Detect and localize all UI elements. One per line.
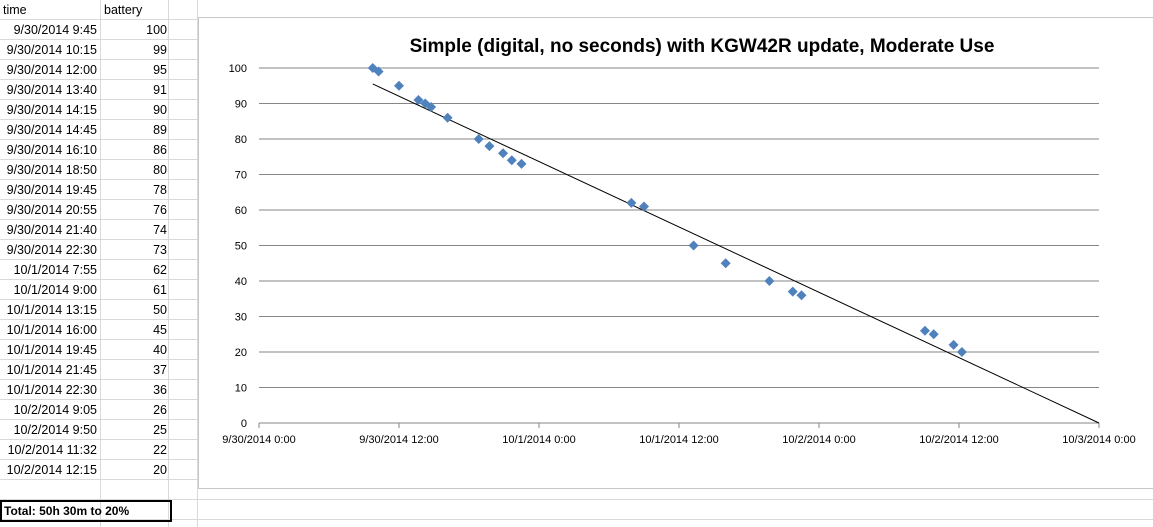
y-tick-label: 80 <box>235 134 247 146</box>
data-point <box>688 240 699 251</box>
cell-battery[interactable]: 76 <box>153 203 167 217</box>
total-cell[interactable]: Total: 50h 30m to 20% <box>0 500 172 522</box>
chart-title: Simple (digital, no seconds) with KGW42R… <box>410 36 995 57</box>
trendline <box>372 83 1100 424</box>
data-point <box>373 66 384 77</box>
cell-time[interactable]: 10/2/2014 12:15 <box>6 463 97 477</box>
data-point <box>626 197 637 208</box>
cell-battery[interactable]: 89 <box>153 123 167 137</box>
cell-time[interactable]: 9/30/2014 16:10 <box>6 143 97 157</box>
x-tick-label: 9/30/2014 0:00 <box>222 434 295 446</box>
data-point <box>948 339 959 350</box>
trendline-group <box>372 83 1100 424</box>
cell-battery[interactable]: 20 <box>153 463 167 477</box>
x-tick-label: 10/3/2014 0:00 <box>1062 434 1135 446</box>
x-tick-label: 9/30/2014 12:00 <box>359 434 439 446</box>
cell-battery[interactable]: 74 <box>153 223 167 237</box>
cell-battery[interactable]: 62 <box>153 263 167 277</box>
cell-battery[interactable]: 61 <box>153 283 167 297</box>
cell-battery[interactable]: 50 <box>153 303 167 317</box>
cell-time[interactable]: 10/1/2014 13:15 <box>6 303 97 317</box>
y-tick-label: 100 <box>229 63 247 75</box>
y-tick-labels: 0 10 20 30 40 50 60 70 80 90 100 <box>229 63 247 430</box>
y-tick-label: 40 <box>235 276 247 288</box>
cell-battery[interactable]: 45 <box>153 323 167 337</box>
cell-time[interactable]: 10/1/2014 19:45 <box>6 343 97 357</box>
cell-time[interactable]: 10/1/2014 22:30 <box>6 383 97 397</box>
x-tick-label: 10/2/2014 0:00 <box>782 434 855 446</box>
data-point <box>720 258 731 269</box>
data-point <box>787 286 798 297</box>
data-point <box>498 148 509 159</box>
cell-battery[interactable]: 73 <box>153 243 167 257</box>
cell-time[interactable]: 10/2/2014 11:32 <box>7 443 97 457</box>
cell-time[interactable]: 9/30/2014 21:40 <box>6 223 97 237</box>
cell-battery[interactable]: 26 <box>153 403 167 417</box>
y-tick-label: 10 <box>235 383 247 395</box>
cell-time[interactable]: 10/1/2014 21:45 <box>6 363 97 377</box>
y-tick-label: 0 <box>241 418 247 430</box>
data-point <box>484 141 495 152</box>
y-tick-label: 30 <box>235 312 247 324</box>
x-tick-label: 10/1/2014 0:00 <box>502 434 575 446</box>
data-point <box>639 201 649 212</box>
data-point <box>796 290 807 301</box>
cell-battery[interactable]: 37 <box>153 363 167 377</box>
header-battery[interactable]: battery <box>104 3 143 17</box>
cell-battery[interactable]: 91 <box>153 83 167 97</box>
cell-time[interactable]: 10/2/2014 9:05 <box>13 403 97 417</box>
cell-battery[interactable]: 78 <box>153 183 167 197</box>
cell-time[interactable]: 10/1/2014 9:00 <box>13 283 97 297</box>
cell-battery[interactable]: 80 <box>153 163 167 177</box>
cell-battery[interactable]: 22 <box>153 443 167 457</box>
cell-time[interactable]: 9/30/2014 13:40 <box>6 83 97 97</box>
cell-battery[interactable]: 40 <box>153 343 167 357</box>
cell-battery[interactable]: 36 <box>153 383 167 397</box>
data-point <box>956 347 967 357</box>
cell-time[interactable]: 9/30/2014 18:50 <box>6 163 97 177</box>
cell-time[interactable]: 9/30/2014 9:45 <box>13 23 97 37</box>
data-point <box>394 80 404 91</box>
data-point <box>506 155 517 166</box>
x-tick-label: 10/2/2014 12:00 <box>919 434 999 446</box>
y-tick-label: 50 <box>235 241 247 253</box>
x-tick-labels: 9/30/2014 0:00 9/30/2014 12:00 10/1/2014 0… <box>222 423 1136 446</box>
cell-time[interactable]: 9/30/2014 14:15 <box>6 103 97 117</box>
cell-time[interactable]: 9/30/2014 20:55 <box>6 203 97 217</box>
y-tick-label: 60 <box>235 205 247 217</box>
y-tick-label: 70 <box>235 170 247 182</box>
data-point <box>442 112 453 123</box>
cell-battery[interactable]: 86 <box>153 143 167 157</box>
scatter-chart: Simple (digital, no seconds) with KGW42R… <box>222 36 1136 446</box>
data-point <box>426 102 437 113</box>
cell-battery[interactable]: 95 <box>153 63 167 77</box>
cell-time[interactable]: 9/30/2014 14:45 <box>6 123 97 137</box>
data-point <box>473 134 484 144</box>
data-point <box>764 276 775 286</box>
data-point <box>516 158 527 169</box>
cell-battery[interactable]: 99 <box>153 43 167 57</box>
gridlines <box>259 67 1099 424</box>
y-tick-label: 90 <box>235 99 247 111</box>
data-points <box>367 63 967 357</box>
y-tick-label: 20 <box>235 347 247 359</box>
header-time[interactable]: time <box>3 3 27 17</box>
cell-battery[interactable]: 25 <box>153 423 167 437</box>
data-point <box>928 329 939 340</box>
cell-time[interactable]: 10/1/2014 16:00 <box>6 323 97 337</box>
x-tick-label: 10/1/2014 12:00 <box>639 434 719 446</box>
cell-time[interactable]: 9/30/2014 12:00 <box>6 63 97 77</box>
cell-time[interactable]: 10/1/2014 7:55 <box>13 263 97 277</box>
cell-time[interactable]: 9/30/2014 22:30 <box>6 243 97 257</box>
chart-area[interactable]: Simple (digital, no seconds) with KGW42R… <box>198 17 1153 489</box>
cell-time[interactable]: 10/2/2014 9:50 <box>13 423 97 437</box>
cell-time[interactable]: 9/30/2014 10:15 <box>6 43 97 57</box>
data-point <box>919 325 930 336</box>
cell-battery[interactable]: 100 <box>146 23 167 37</box>
cell-time[interactable]: 9/30/2014 19:45 <box>6 183 97 197</box>
cell-battery[interactable]: 90 <box>153 103 167 117</box>
data-point <box>413 94 424 105</box>
